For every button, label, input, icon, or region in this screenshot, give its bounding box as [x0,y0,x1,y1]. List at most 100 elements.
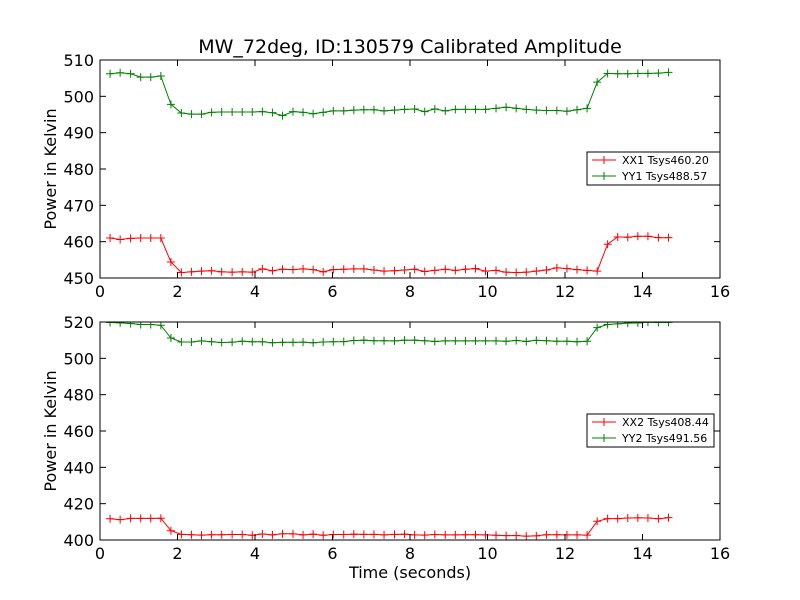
series-2 [106,68,673,120]
data-point-marker [562,337,571,346]
data-point-marker [623,514,632,523]
series-line [110,71,669,117]
data-point-marker [583,266,592,275]
legend-marker [600,156,608,164]
data-point-marker [359,105,368,114]
x-tick-label: 2 [172,282,182,301]
data-point-marker [136,234,145,243]
data-point-marker [552,106,561,115]
legend: XX1 Tsys460.20 YY1 Tsys488.57 [586,151,721,186]
y-tick-label: 440 [63,458,94,477]
data-point-marker [369,266,378,275]
data-point-marker [451,105,460,114]
legend-label: YY2 Tsys491.56 [621,432,707,445]
data-point-marker [166,526,175,535]
data-point-marker [542,106,551,115]
legend-box [586,151,721,186]
data-point-marker [369,336,378,345]
data-point-marker [492,266,501,275]
data-point-marker [258,264,267,273]
data-point-marker [228,268,237,277]
data-point-marker [654,322,663,327]
data-point-marker [664,233,673,242]
data-point-marker [359,336,368,345]
data-point-marker [288,107,297,116]
data-point-marker [166,100,175,109]
data-point-marker [633,69,642,78]
data-point-marker [502,337,511,346]
data-point-marker [187,530,196,539]
data-point-marker [146,73,155,82]
data-point-marker [177,337,186,346]
data-point-marker [390,530,399,539]
data-point-marker [522,268,531,277]
data-point-marker [248,107,257,116]
data-point-marker [502,531,511,540]
chart-title: MW_72deg, ID:130579 Calibrated Amplitude [198,36,622,58]
data-point-marker [177,109,186,118]
data-point-marker [623,233,632,242]
data-point-marker [299,264,308,273]
data-point-marker [390,336,399,345]
data-point-marker [430,266,439,275]
x-tick-label: 10 [477,544,497,563]
legend-marker [600,172,608,180]
data-point-marker [593,323,602,332]
data-point-marker [522,105,531,114]
data-point-marker [461,265,470,274]
data-point-marker [420,336,429,345]
data-point-marker [329,106,338,115]
y-tick-label: 510 [63,51,94,70]
data-point-marker [400,266,409,275]
data-point-marker [146,322,155,329]
x-tick-label: 0 [95,544,105,563]
series-2 [106,322,673,347]
data-point-marker [603,514,612,523]
x-tick-label: 0 [95,282,105,301]
data-point-marker [339,106,348,115]
data-point-marker [126,514,135,523]
data-point-marker [207,108,216,117]
data-point-marker [187,267,196,276]
data-point-marker [573,337,582,346]
data-point-marker [228,530,237,539]
data-point-marker [481,530,490,539]
x-tick-label: 16 [710,544,730,563]
data-point-marker [369,105,378,114]
data-point-marker [430,530,439,539]
data-point-marker [573,530,582,539]
data-point-marker [369,530,378,539]
y-tick-label: 470 [63,196,94,215]
data-point-marker [136,322,145,329]
data-point-marker [623,69,632,78]
data-point-marker [136,73,145,82]
data-point-marker [613,69,622,78]
data-point-marker [116,235,125,244]
data-point-marker [238,337,247,346]
data-point-marker [603,69,612,78]
data-point-marker [309,109,318,118]
data-point-marker [633,322,642,327]
y-tick-label: 450 [63,269,94,288]
series-line [110,322,669,344]
bottom-subplot: 0 2 4 6 8 10 12 14 16 400 420 440 460 480 500 520 Power … [41,313,730,563]
data-point-marker [502,103,511,112]
data-point-marker [268,338,277,347]
y-axis-label: Power in Kelvin [41,370,60,491]
data-point-marker [380,336,389,345]
data-point-marker [146,514,155,523]
data-point-marker [390,266,399,275]
data-point-marker [633,232,642,241]
data-point-marker [380,267,389,276]
data-point-marker [451,336,460,345]
data-point-marker [461,530,470,539]
data-point-marker [502,268,511,277]
x-axis-label: Time (seconds) [348,563,471,582]
legend-box [586,413,715,448]
data-point-marker [410,265,419,274]
data-point-marker [562,530,571,539]
data-point-marker [603,322,612,329]
data-point-marker [583,104,592,113]
data-point-marker [542,336,551,345]
